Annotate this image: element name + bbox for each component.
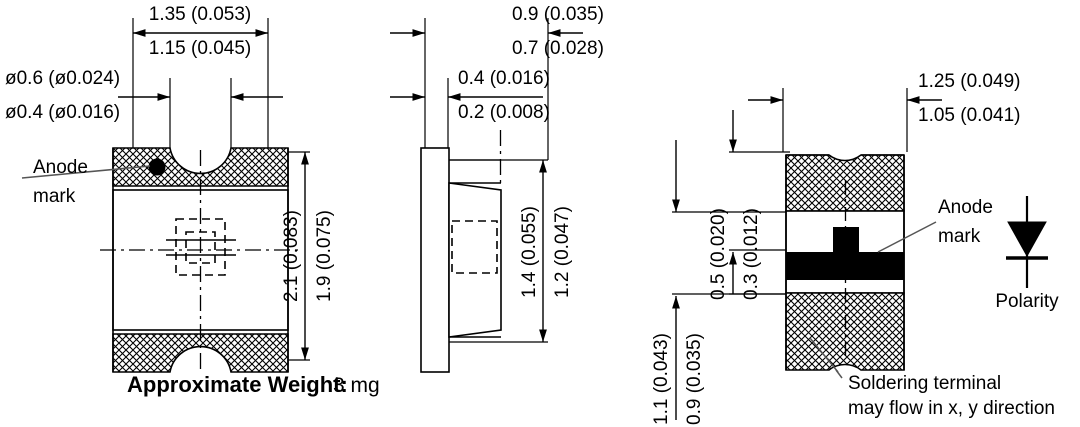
top-view-length-max-text: 2.1 (0.083) <box>281 210 302 302</box>
front-view-top-terminal-max-text: 0.5 (0.020) <box>708 208 729 300</box>
diode-triangle-icon <box>1007 221 1047 258</box>
top-view-anode-label-line1: Anode <box>33 157 88 178</box>
top-view-top-terminal <box>112 147 289 187</box>
side-view-flange-max-text: 0.4 (0.016) <box>458 68 550 89</box>
anode-mark-dot <box>148 158 166 176</box>
side-view-depth-max-text: 0.9 (0.035) <box>512 4 604 25</box>
weight-group: Approximate Weight: 3 mg <box>127 372 380 397</box>
top-view-notch-dia-max-text: ø0.6 (ø0.024) <box>5 68 120 89</box>
top-view-chip-crosslines <box>166 239 236 256</box>
side-view-height-max-text: 1.4 (0.055) <box>519 206 540 298</box>
top-view-group: 1.35 (0.053) 1.15 (0.045) ø0.6 (ø0.024) … <box>5 4 335 373</box>
top-view-centerlines <box>100 150 300 370</box>
side-view-flange-min-text: 0.2 (0.008) <box>458 102 550 123</box>
top-view-extension-lines <box>132 18 310 361</box>
front-view-solder-note-line1: Soldering terminal <box>848 373 1001 394</box>
front-view-anode-label-line1: Anode <box>938 197 993 218</box>
top-view-width-min-text: 1.15 (0.045) <box>149 38 251 59</box>
side-view-flange-bar <box>420 147 450 373</box>
front-view-top-terminal-min-text: 0.3 (0.012) <box>741 208 762 300</box>
front-view-bottom-terminal <box>785 292 905 371</box>
top-view-notch-dia-min-text: ø0.4 (ø0.016) <box>5 102 120 123</box>
side-view-body-taper <box>448 182 502 338</box>
side-view-height-min-text: 1.2 (0.047) <box>552 206 573 298</box>
front-view-solder-note-line2: may flow in x, y direction <box>848 398 1055 419</box>
top-view-chip-outline <box>175 218 226 276</box>
top-view-width-max-text: 1.35 (0.053) <box>149 4 251 25</box>
front-view-width-min-text: 1.05 (0.041) <box>918 105 1020 126</box>
side-view-group: 0.9 (0.035) 0.7 (0.028) 0.4 (0.016) 0.2 … <box>390 4 604 373</box>
front-view-solder-leader-line-2 <box>809 337 839 373</box>
front-view-anode-label-line2: mark <box>938 226 981 247</box>
polarity-group: Polarity <box>995 196 1059 312</box>
front-view-extension-lines <box>672 88 908 295</box>
top-view-anode-label-line2: mark <box>33 186 76 207</box>
front-view-anode-leader-line <box>877 221 937 253</box>
top-view-bottom-terminal <box>112 333 289 373</box>
front-view-body-height-min-text: 0.9 (0.035) <box>684 333 705 425</box>
front-view-group: 1.25 (0.049) 1.05 (0.041) 0.5 (0.020) 0.… <box>651 71 1055 425</box>
top-view-length-min-text: 1.9 (0.075) <box>314 210 335 302</box>
side-view-depth-min-text: 0.7 (0.028) <box>512 38 604 59</box>
anode-mark-leader-line <box>21 165 151 179</box>
front-view-body-height-max-text: 1.1 (0.043) <box>651 333 672 425</box>
weight-label: Approximate Weight: <box>127 372 348 397</box>
polarity-label: Polarity <box>995 291 1059 312</box>
side-view-chip-outline <box>451 220 498 274</box>
weight-value: 3 mg <box>333 374 380 397</box>
front-view-width-max-text: 1.25 (0.049) <box>918 71 1020 92</box>
